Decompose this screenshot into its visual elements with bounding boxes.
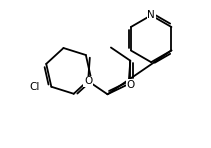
Text: N: N (147, 10, 155, 20)
Text: O: O (84, 76, 92, 86)
Text: O: O (126, 80, 134, 90)
Text: Cl: Cl (30, 82, 40, 92)
